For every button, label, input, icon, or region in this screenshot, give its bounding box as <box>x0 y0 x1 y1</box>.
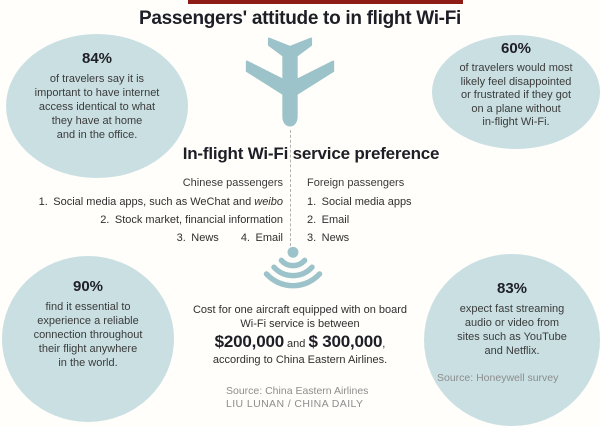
list-item: 3. News 4. Email <box>35 229 283 247</box>
stat-percent: 84% <box>81 50 113 67</box>
cost-conjunction: and <box>283 338 309 350</box>
foreign-passengers-list: 1. Social media apps 2. Email 3. News <box>307 193 507 247</box>
list-item-text: 1. Social media apps, such as WeChat and <box>38 196 255 208</box>
foreign-passengers-header: Foreign passengers <box>307 177 405 189</box>
text-line: 3. News <box>307 232 350 244</box>
text-line: on a plane without <box>471 102 561 115</box>
text-line: their flight anywhere <box>38 343 138 355</box>
honeywell-source-note: Source: Honeywell survey <box>437 372 559 384</box>
text-line: connection throughout <box>33 329 143 341</box>
text-line: access identical to what <box>38 101 156 113</box>
text-line: and in the office. <box>56 129 138 141</box>
list-item-text: 4. Email <box>240 232 283 244</box>
stat-text: expect fast streaming audio or video from… <box>457 302 567 358</box>
text-line: 2. Email <box>307 214 350 226</box>
cost-amounts: $200,000 and $ 300,000, <box>140 333 460 353</box>
stat-percent: 60% <box>500 40 532 57</box>
cost-line-3: according to China Eastern Airlines. <box>212 354 388 366</box>
text-line: in the world. <box>58 357 118 369</box>
byline: LIU LUNAN / CHINA DAILY <box>226 398 364 410</box>
airplane-icon <box>242 36 338 128</box>
text-line: audio or video from <box>464 317 560 329</box>
cost-punctuation: , <box>382 338 386 350</box>
list-item-emphasis: weibo <box>254 196 283 208</box>
cost-amount-high: $ 300,000 <box>308 332 383 351</box>
list-item: 2. Stock market, financial information <box>100 214 283 226</box>
text-line: or frustrated if they got <box>460 89 572 101</box>
page-title: Passengers' attitude to in flight Wi-Fi <box>139 8 461 29</box>
text-line: likely feel disappointed <box>460 75 572 88</box>
dashed-connector-line <box>290 130 291 246</box>
text-line: 1. Social media apps <box>307 196 412 208</box>
cost-line-1: Cost for one aircraft equipped with on b… <box>192 304 408 316</box>
top-accent-bar <box>188 0 463 4</box>
text-line: expect fast streaming <box>459 303 565 315</box>
stat-text: of travelers would most likely feel disap… <box>459 62 572 130</box>
stat-text: find it essential to experience a reliabl… <box>34 300 143 370</box>
text-line: important to have internet <box>34 87 160 99</box>
text-line: of travelers would most <box>459 62 573 74</box>
cost-block: Cost for one aircraft equipped with on b… <box>140 303 460 367</box>
list-item: 1. Social media apps, such as WeChat and… <box>35 193 283 211</box>
footer-credits: Source: China Eastern Airlines LIU LUNAN… <box>226 385 368 411</box>
text-line: and Netflix. <box>484 345 540 357</box>
source-line: Source: China Eastern Airlines <box>226 385 369 397</box>
text-line: of travelers say it is <box>49 73 145 85</box>
stat-bubble-top-left: 84% of travelers say it is important to h… <box>6 34 188 178</box>
cost-amount-low: $200,000 <box>214 332 285 351</box>
text-line: they have at home <box>51 115 143 127</box>
text-line: find it essential to <box>45 301 131 313</box>
text-line: sites such as YouTube <box>457 331 567 343</box>
chinese-passengers-header: Chinese passengers <box>182 177 283 189</box>
stat-percent: 90% <box>72 278 104 295</box>
text-line: experience a reliable <box>37 315 139 327</box>
wifi-signal-icon <box>254 243 332 299</box>
text-line: in-flight Wi-Fi. <box>482 116 550 128</box>
stat-bubble-bottom-left: 90% find it essential to experience a rel… <box>2 256 174 422</box>
chinese-passengers-list: 1. Social media apps, such as WeChat and… <box>35 193 283 247</box>
stat-bubble-bottom-right: 83% expect fast streaming audio or video … <box>424 254 600 426</box>
list-item-text: 3. News <box>176 232 219 244</box>
cost-line-2: Wi-Fi service is between <box>240 318 360 330</box>
stat-text: of travelers say it is important to have … <box>35 72 160 142</box>
stat-bubble-top-right: 60% of travelers would most likely feel d… <box>432 35 600 149</box>
preference-heading: In-flight Wi-Fi service preference <box>182 144 440 163</box>
stat-percent: 83% <box>496 280 528 297</box>
